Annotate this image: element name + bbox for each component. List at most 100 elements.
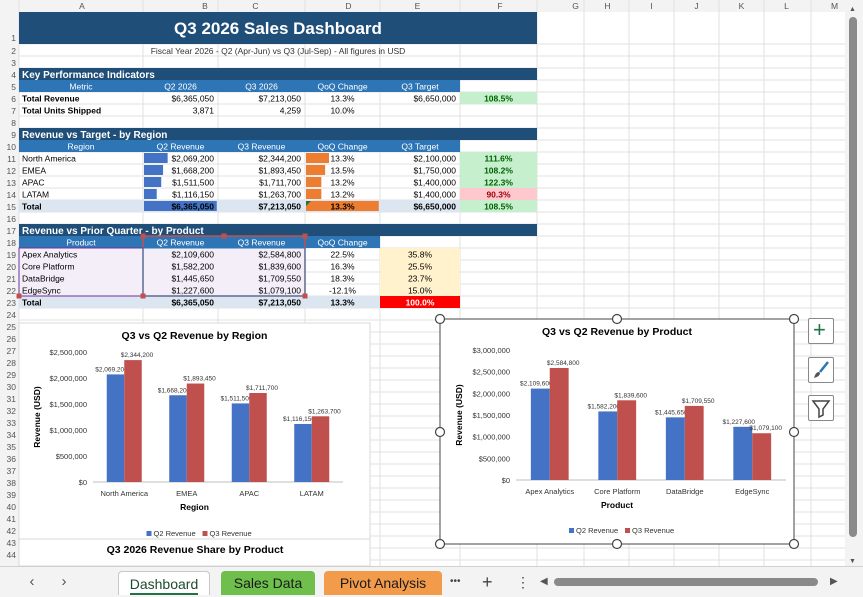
table-cell: 4,259 [280, 106, 302, 116]
row-header: 8 [11, 118, 16, 128]
range-handle [221, 233, 227, 239]
selection-fill [19, 248, 305, 260]
x-tick-label: Core Platform [594, 487, 640, 496]
previous-sheet-button[interactable]: ‹ [29, 573, 35, 590]
row-header: 30 [7, 382, 17, 392]
y-tick-label: $0 [502, 476, 510, 485]
table-cell: Apex Analytics [22, 250, 77, 260]
region-heading: Revenue vs Target - by Region [22, 130, 167, 141]
data-label: $1,445,650 [655, 409, 688, 416]
data-label: $2,069,200 [95, 366, 128, 373]
legend-swatch [202, 531, 208, 536]
bar-q2 [169, 395, 187, 482]
chart-styles-button[interactable] [808, 357, 834, 383]
cell-fill [460, 164, 537, 176]
pie-chart-area[interactable] [18, 538, 371, 566]
chart-resize-handle[interactable] [434, 313, 446, 325]
chart-resize-handle[interactable] [434, 426, 446, 438]
bar-q3 [249, 392, 267, 482]
more-sheets-button[interactable]: ••• [450, 576, 461, 587]
dashboard-subtitle: Fiscal Year 2026 - Q2 (Apr-Jun) vs Q3 (J… [151, 46, 406, 56]
data-label: $2,584,800 [547, 360, 580, 367]
table-header-cell: Q2 2026 [164, 82, 197, 92]
table-header-cell: Q3 Share [402, 238, 439, 248]
table-cell: $7,213,050 [258, 202, 301, 212]
chart-resize-handle[interactable] [434, 538, 446, 550]
y-tick-label: $2,000,000 [472, 389, 510, 398]
chart-resize-handle[interactable] [611, 538, 623, 550]
table-cell: $6,365,050 [171, 94, 214, 104]
table-cell: Total [22, 202, 42, 212]
row-header: 27 [7, 346, 17, 356]
row-header: 31 [7, 394, 17, 404]
row-header: 28 [7, 358, 17, 368]
chart-q3-vs-q2-revenue-by-product[interactable]: Q3 vs Q2 Revenue by Product $0 $500,000 $1,… [439, 318, 795, 545]
horizontal-scrollbar[interactable]: ◀ ▶ [540, 575, 840, 589]
chart-resize-handle[interactable] [788, 313, 800, 325]
bar-q3 [311, 416, 330, 482]
chart-resize-handle[interactable] [788, 538, 800, 550]
cell-fill [380, 248, 460, 260]
scroll-left-icon[interactable]: ◀ [540, 576, 548, 587]
sheet-tab-dashboard[interactable]: Dashboard [118, 571, 210, 595]
column-header-j: J [694, 1, 698, 11]
y-axis-title: Revenue (USD) [32, 386, 42, 448]
y-tick-label: $2,500,000 [49, 348, 87, 357]
table-cell: $1,227,600 [171, 286, 214, 296]
x-tick-label: LATAM [300, 489, 324, 498]
vertical-scrollbar-thumb[interactable] [849, 17, 857, 537]
add-sheet-button[interactable]: + [482, 572, 493, 592]
column-header-b: B [202, 1, 208, 11]
q3-revenue-databar [144, 189, 157, 199]
chart-filters-button[interactable] [808, 395, 834, 421]
table-cell: 111.6% [485, 154, 513, 164]
column-header-h: H [604, 1, 610, 11]
sheet-menu-button[interactable]: ⋮ [516, 574, 530, 590]
table-cell: 108.5% [484, 202, 513, 212]
table-cell: $1,400,000 [413, 178, 456, 188]
table-cell: $2,344,200 [258, 154, 301, 164]
scroll-right-icon[interactable]: ▶ [830, 576, 838, 587]
table-cell: APAC [22, 178, 45, 188]
plus-icon: + [813, 317, 826, 342]
table-cell: 10.0% [330, 106, 355, 116]
table-cell: Total [22, 298, 42, 308]
table-cell: 15.0% [408, 286, 433, 296]
row-header: 37 [7, 466, 17, 476]
values-range-outline[interactable] [142, 247, 306, 297]
spreadsheet-grid[interactable]: A B C D E F G H I J K L M123456789101112131415161718… [0, 0, 863, 566]
table-cell: 122.3% [484, 178, 513, 188]
data-label: $1,839,600 [614, 392, 647, 399]
column-header-bar [0, 0, 863, 12]
table-header-row [19, 140, 460, 152]
y-tick-label: $3,000,000 [472, 346, 510, 355]
row-header: 36 [7, 454, 17, 464]
chart-q3-vs-q2-revenue-by-region[interactable]: Q3 vs Q2 Revenue by Region $0 $500,000 $1,0… [18, 322, 371, 540]
error-indicator-icon [306, 201, 311, 206]
chart-resize-handle[interactable] [611, 313, 623, 325]
bar-q2 [598, 411, 618, 480]
chart-resize-handle[interactable] [788, 426, 800, 438]
row-header: 29 [7, 370, 17, 380]
table-cell: $1,750,000 [413, 166, 456, 176]
y-tick-label: $500,000 [56, 452, 87, 461]
row-header: 33 [7, 418, 17, 428]
table-header-cell: Product [66, 238, 96, 248]
next-sheet-button[interactable]: › [61, 573, 67, 590]
sheet-tab-pivot-analysis[interactable]: Pivot Analysis [324, 571, 442, 595]
table-cell: $2,069,200 [171, 154, 214, 164]
scrollbar-thumb[interactable] [554, 578, 818, 586]
table-cell: 13.2% [330, 178, 355, 188]
table-cell: $7,213,050 [258, 94, 301, 104]
sheet-tab-sales-data[interactable]: Sales Data [221, 571, 315, 595]
target-databar [306, 177, 322, 187]
table-cell: EdgeSync [22, 286, 61, 296]
chart-elements-button[interactable]: + [808, 318, 834, 344]
y-tick-label: $2,000,000 [49, 374, 87, 383]
target-databar [306, 201, 379, 211]
table-header-cell: QoQ Change [317, 82, 367, 92]
cell-fill [380, 296, 460, 308]
row-header: 9 [11, 130, 16, 140]
chart-title: Q3 vs Q2 Revenue by Region [122, 330, 268, 342]
table-cell: $2,100,000 [413, 154, 456, 164]
